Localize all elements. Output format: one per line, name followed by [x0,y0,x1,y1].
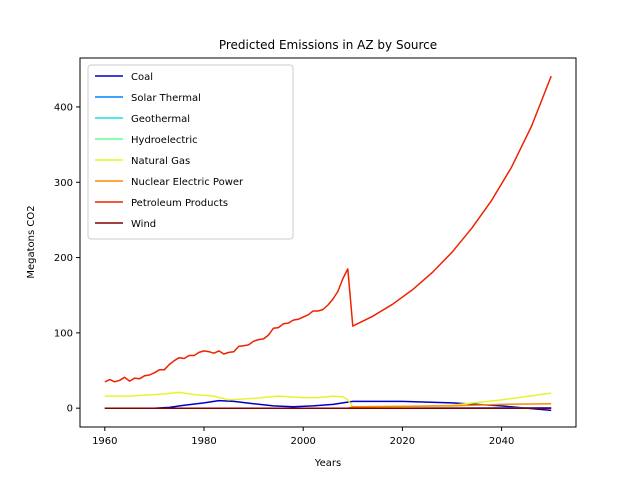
y-axis-label: Megatons CO2 [26,205,37,278]
legend-box [87,64,294,240]
legend-item: Wind [131,219,156,230]
legend-item: Solar Thermal [131,93,201,104]
legend-item: Petroleum Products [131,198,228,209]
x-axis-label: Years [314,458,341,469]
x-axis: 1960 1980 2000 2020 2040 [92,427,514,447]
legend-item: Hydroelectric [131,135,198,146]
plot-frame [79,57,577,428]
series-line-coal [104,399,552,412]
y-axis: 0 100 200 300 400 [54,102,80,415]
legend: Coal Solar Thermal Geothermal Hydroelectric… [87,64,294,240]
y-tick-label: 0 [67,404,73,415]
chart-title: Predicted Emissions in AZ by Source [219,38,437,52]
y-tick-label: 400 [54,102,73,113]
legend-item: Natural Gas [131,156,190,167]
series-line-petroleum-products [104,75,552,383]
x-tick-label: 1960 [92,436,117,447]
legend-item: Geothermal [131,114,190,125]
legend-item: Coal [131,72,153,83]
x-tick-label: 2000 [290,436,315,447]
x-tick-label: 2040 [489,436,514,447]
x-tick-label: 2020 [390,436,415,447]
legend-item: Nuclear Electric Power [131,177,244,188]
y-tick-label: 300 [54,178,73,189]
y-tick-label: 100 [54,328,73,339]
plot-lines [104,75,552,412]
y-tick-label: 200 [54,253,73,264]
x-tick-label: 1980 [191,436,216,447]
